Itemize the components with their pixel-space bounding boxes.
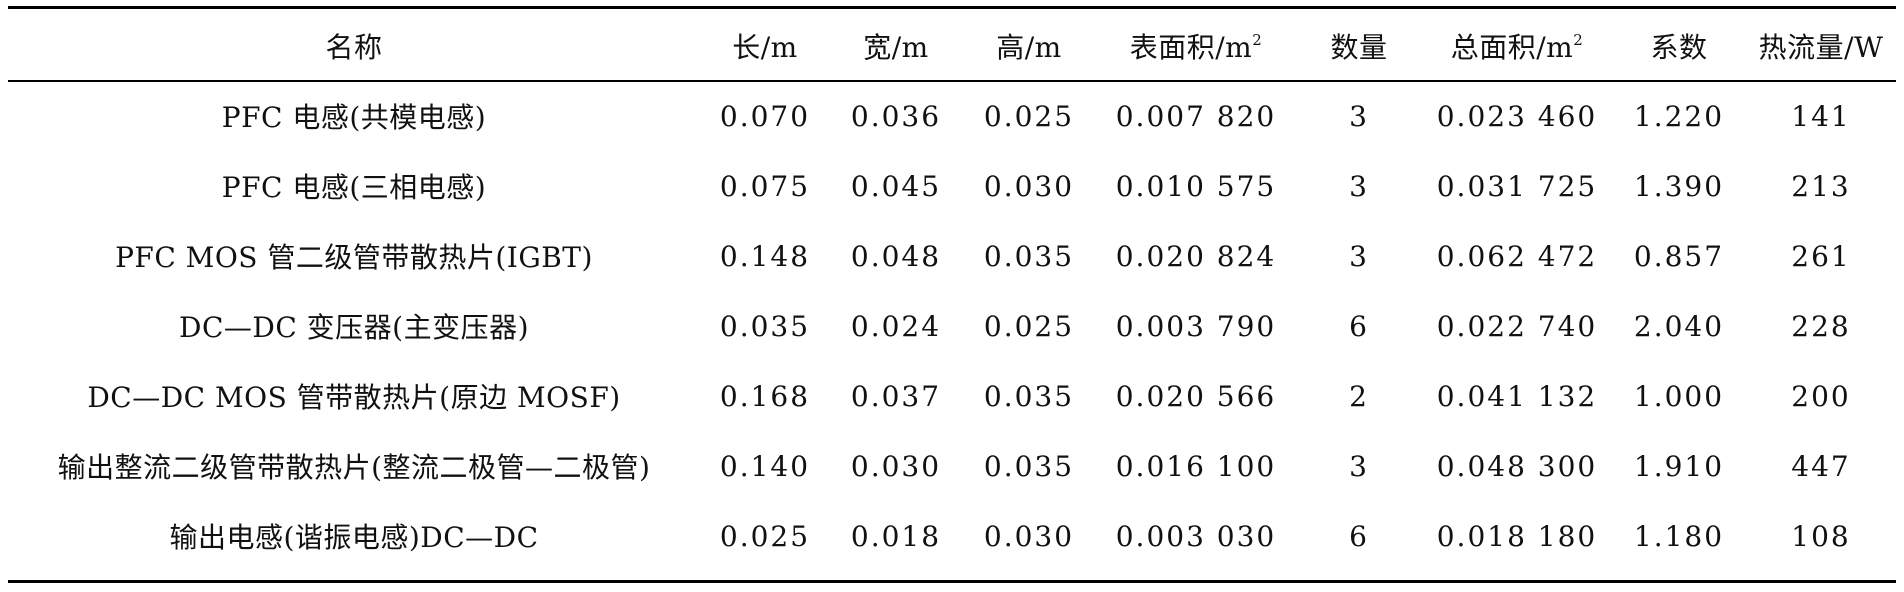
cell-length: 0.035 xyxy=(719,309,811,343)
cell-length: 0.025 xyxy=(719,519,811,553)
cell-coefficient: 1.390 xyxy=(1633,169,1725,203)
cell-heat-flow: 141 xyxy=(1791,99,1851,133)
cell-surface-area: 0.020 566 xyxy=(1115,379,1277,413)
cell-total-area: 0.018 180 xyxy=(1436,519,1598,553)
cell-coefficient: 0.857 xyxy=(1633,239,1725,273)
cell-height: 0.025 xyxy=(983,99,1075,133)
cell-name: PFC 电感(三相电感) xyxy=(221,171,487,204)
cell-coefficient: 2.040 xyxy=(1633,309,1725,343)
cell-quantity: 6 xyxy=(1349,309,1369,343)
cell-coefficient: 1.910 xyxy=(1633,449,1725,483)
cell-height: 0.025 xyxy=(983,309,1075,343)
cell-width: 0.048 xyxy=(850,239,942,273)
cell-quantity: 3 xyxy=(1349,449,1369,483)
header-quantity: 数量 xyxy=(1330,31,1388,64)
cell-total-area: 0.062 472 xyxy=(1436,239,1598,273)
header-total-area: 总面积/m 2 xyxy=(1450,31,1584,64)
cell-length: 0.148 xyxy=(719,239,811,273)
cell-name: PFC 电感(共模电感) xyxy=(221,101,487,134)
cell-name: DC—DC MOS 管带散热片(原边 MOSF) xyxy=(87,381,621,414)
cell-total-area: 0.041 132 xyxy=(1436,379,1598,413)
table-row: 输出整流二级管带散热片(整流二极管—二极管) 0.140 0.030 0.035… xyxy=(8,436,1896,496)
cell-total-area: 0.022 740 xyxy=(1436,309,1598,343)
cell-width: 0.037 xyxy=(850,379,942,413)
cell-height: 0.035 xyxy=(983,449,1075,483)
cell-heat-flow: 228 xyxy=(1791,309,1851,343)
cell-length: 0.075 xyxy=(719,169,811,203)
cell-height: 0.030 xyxy=(983,519,1075,553)
cell-coefficient: 1.000 xyxy=(1633,379,1725,413)
cell-name: DC—DC 变压器(主变压器) xyxy=(179,311,529,344)
cell-width: 0.030 xyxy=(850,449,942,483)
table-row: PFC MOS 管二级管带散热片(IGBT) 0.148 0.048 0.035… xyxy=(8,226,1896,286)
cell-surface-area: 0.010 575 xyxy=(1115,169,1277,203)
cell-surface-area: 0.007 820 xyxy=(1115,99,1277,133)
cell-surface-area: 0.020 824 xyxy=(1115,239,1277,273)
cell-height: 0.030 xyxy=(983,169,1075,203)
cell-length: 0.168 xyxy=(719,379,811,413)
cell-length: 0.140 xyxy=(719,449,811,483)
cell-height: 0.035 xyxy=(983,239,1075,273)
table-bottom-rule xyxy=(8,580,1896,583)
data-table: 名称 长/m 宽/m 高/m 表面积/m 2 数量 总面积/m 2 系数 热流量/W… xyxy=(8,0,1896,592)
cell-heat-flow: 447 xyxy=(1791,449,1851,483)
cell-width: 0.024 xyxy=(850,309,942,343)
header-width: 宽/m xyxy=(863,31,929,64)
cell-total-area: 0.031 725 xyxy=(1436,169,1598,203)
cell-height: 0.035 xyxy=(983,379,1075,413)
cell-quantity: 3 xyxy=(1349,99,1369,133)
table-row: DC—DC 变压器(主变压器) 0.035 0.024 0.025 0.003 … xyxy=(8,296,1896,356)
cell-name: PFC MOS 管二级管带散热片(IGBT) xyxy=(115,241,593,274)
cell-heat-flow: 200 xyxy=(1791,379,1851,413)
cell-length: 0.070 xyxy=(719,99,811,133)
cell-quantity: 3 xyxy=(1349,239,1369,273)
cell-coefficient: 1.220 xyxy=(1633,99,1725,133)
cell-total-area: 0.048 300 xyxy=(1436,449,1598,483)
table-row: PFC 电感(共模电感) 0.070 0.036 0.025 0.007 820… xyxy=(8,86,1896,146)
table-header-rule xyxy=(8,80,1896,82)
cell-quantity: 3 xyxy=(1349,169,1369,203)
cell-heat-flow: 213 xyxy=(1791,169,1851,203)
table-row: 输出电感(谐振电感)DC—DC 0.025 0.018 0.030 0.003 … xyxy=(8,506,1896,566)
header-height: 高/m xyxy=(996,31,1062,64)
cell-width: 0.045 xyxy=(850,169,942,203)
cell-heat-flow: 261 xyxy=(1791,239,1851,273)
cell-name: 输出整流二级管带散热片(整流二极管—二极管) xyxy=(57,451,651,484)
cell-surface-area: 0.016 100 xyxy=(1115,449,1277,483)
cell-quantity: 2 xyxy=(1349,379,1369,413)
cell-surface-area: 0.003 030 xyxy=(1115,519,1277,553)
cell-surface-area: 0.003 790 xyxy=(1115,309,1277,343)
header-coefficient: 系数 xyxy=(1650,31,1708,64)
header-length: 长/m xyxy=(732,31,798,64)
table-row: DC—DC MOS 管带散热片(原边 MOSF) 0.168 0.037 0.0… xyxy=(8,366,1896,426)
cell-name: 输出电感(谐振电感)DC—DC xyxy=(169,521,539,554)
cell-width: 0.018 xyxy=(850,519,942,553)
cell-coefficient: 1.180 xyxy=(1633,519,1725,553)
cell-width: 0.036 xyxy=(850,99,942,133)
table-header-row: 名称 长/m 宽/m 高/m 表面积/m 2 数量 总面积/m 2 系数 热流量/W xyxy=(8,16,1896,76)
table-row: PFC 电感(三相电感) 0.075 0.045 0.030 0.010 575… xyxy=(8,156,1896,216)
header-heat-flow: 热流量/W xyxy=(1758,31,1884,64)
cell-quantity: 6 xyxy=(1349,519,1369,553)
header-name: 名称 xyxy=(325,31,383,64)
header-surface-area: 表面积/m 2 xyxy=(1129,31,1263,64)
cell-heat-flow: 108 xyxy=(1791,519,1851,553)
table-top-rule xyxy=(8,6,1896,9)
cell-total-area: 0.023 460 xyxy=(1436,99,1598,133)
